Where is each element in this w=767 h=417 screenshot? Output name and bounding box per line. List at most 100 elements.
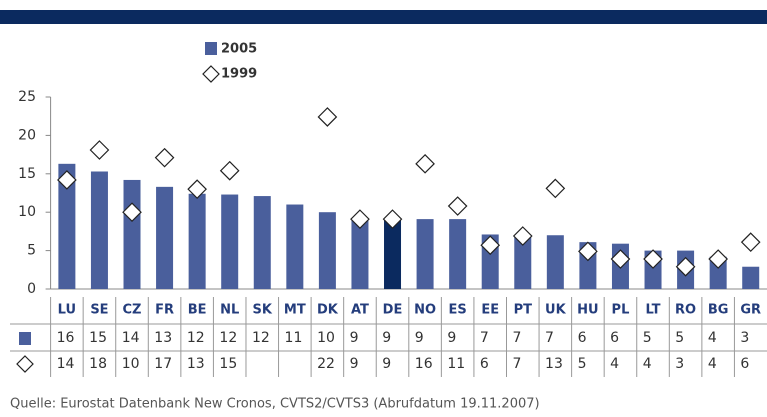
category-label: FR — [155, 303, 174, 318]
table-value: 5 — [675, 330, 684, 346]
category-label: ES — [449, 303, 467, 318]
marker-diamond — [578, 241, 598, 262]
category-label: NO — [414, 303, 436, 318]
category-label: SK — [253, 303, 273, 318]
category-label: BG — [708, 303, 729, 318]
table-value: 6 — [480, 356, 489, 372]
category-label: HU — [577, 303, 598, 318]
bar — [188, 193, 206, 289]
bar — [123, 179, 141, 289]
y-tick-label: 20 — [18, 127, 36, 143]
table-value: 14 — [57, 356, 75, 372]
marker-diamond — [610, 249, 631, 269]
bar — [58, 163, 76, 289]
table-value: 11 — [285, 330, 303, 346]
marker-diamond — [154, 147, 175, 168]
category-label: MT — [284, 303, 306, 318]
category-label: UK — [545, 303, 567, 318]
legend-label: 1999 — [221, 67, 257, 82]
table-value: 5 — [578, 356, 587, 372]
y-tick-label: 10 — [18, 204, 36, 220]
marker-diamond — [89, 140, 110, 160]
bar — [156, 186, 174, 289]
bar — [742, 266, 760, 289]
legend-swatch — [205, 42, 217, 55]
y-tick-label: 15 — [18, 166, 36, 182]
table-value: 9 — [382, 330, 391, 346]
marker-diamond — [480, 235, 501, 256]
bar — [709, 256, 727, 289]
marker-diamond — [512, 226, 533, 246]
bar — [318, 212, 336, 289]
category-label: SE — [90, 303, 108, 318]
table-value: 16 — [57, 330, 75, 346]
table-value: 12 — [187, 330, 205, 346]
table-value: 4 — [643, 356, 652, 372]
bar — [286, 204, 304, 289]
table-value: 18 — [89, 356, 107, 372]
marker-diamond — [415, 153, 435, 174]
category-label: LU — [58, 303, 76, 318]
table-value: 3 — [675, 356, 684, 372]
category-label: EE — [481, 303, 499, 318]
marker-diamond — [708, 249, 729, 269]
table-value: 10 — [122, 356, 140, 372]
bar — [546, 235, 564, 289]
y-tick-label: 25 — [18, 89, 36, 105]
marker-diamond — [382, 209, 403, 229]
y-tick-label: 5 — [27, 243, 36, 259]
marker-diamond — [219, 160, 240, 181]
table-value: 3 — [740, 330, 749, 346]
table-value: 7 — [512, 356, 521, 372]
bar — [384, 219, 402, 289]
table-value: 22 — [317, 356, 335, 372]
table-value: 17 — [154, 356, 172, 372]
marker-diamond — [187, 179, 207, 200]
table-value: 4 — [708, 330, 717, 346]
table-value: 13 — [154, 330, 172, 346]
y-tick-label: 0 — [27, 281, 36, 297]
marker-diamond — [740, 232, 761, 253]
bar — [90, 171, 108, 289]
category-label: NL — [220, 303, 239, 318]
table-value: 12 — [219, 330, 237, 346]
bar — [449, 219, 467, 289]
table-value: 9 — [447, 330, 456, 346]
table-value: 7 — [512, 330, 521, 346]
table-value: 7 — [545, 330, 554, 346]
marker-diamond — [643, 249, 663, 269]
bar — [253, 196, 271, 289]
category-label: AT — [351, 303, 369, 318]
table-value: 9 — [382, 356, 391, 372]
category-label: PT — [514, 303, 533, 318]
table-key — [19, 332, 31, 345]
table-key — [16, 355, 34, 373]
marker-diamond — [447, 196, 468, 216]
category-label: LT — [646, 303, 661, 318]
table-value: 15 — [219, 356, 237, 372]
category-label: PL — [612, 303, 630, 318]
category-label: BE — [188, 303, 207, 318]
table-value: 9 — [415, 330, 424, 346]
bar — [351, 218, 369, 289]
legend-swatch — [202, 65, 220, 83]
table-value: 4 — [610, 356, 619, 372]
marker-diamond — [122, 202, 142, 223]
table-value: 6 — [740, 356, 749, 372]
table-value: 13 — [187, 356, 205, 372]
marker-diamond — [317, 107, 338, 127]
bar — [221, 194, 239, 289]
legend-label: 2005 — [221, 42, 257, 57]
table-value: 9 — [350, 356, 359, 372]
footnote: Quelle: Eurostat Datenbank New Cronos, C… — [10, 397, 540, 412]
table-value: 9 — [350, 330, 359, 346]
table-value: 15 — [89, 330, 107, 346]
category-label: CZ — [123, 303, 142, 318]
table-value: 5 — [643, 330, 652, 346]
header-bar — [0, 10, 767, 24]
bar — [514, 235, 532, 289]
table-value: 10 — [317, 330, 335, 346]
category-label: GR — [740, 303, 761, 318]
table-value: 4 — [708, 356, 717, 372]
